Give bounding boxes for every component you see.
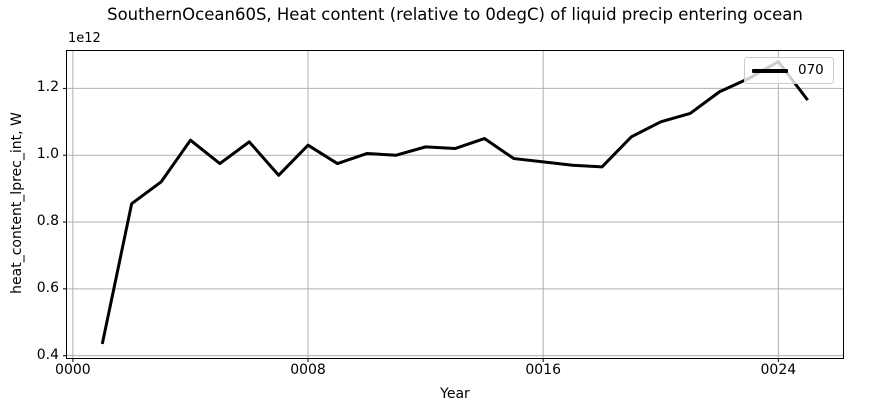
- x-tick-label: 0024: [760, 362, 797, 378]
- y-axis-offset-label: 1e12: [68, 31, 101, 46]
- y-tick-label: 0.4: [36, 346, 59, 363]
- x-tick-label: 0000: [55, 362, 91, 378]
- legend-label: 070: [798, 61, 824, 78]
- line-chart-svg: [63, 51, 843, 362]
- x-tick-label: 0008: [290, 362, 326, 378]
- legend-line-sample: [752, 68, 788, 73]
- y-tick-label: 1.2: [36, 79, 59, 96]
- x-axis-label: Year: [440, 386, 470, 402]
- legend: 070: [744, 57, 834, 84]
- chart-title: SouthernOcean60S, Heat content (relative…: [107, 5, 803, 24]
- plot-area: 070: [63, 50, 844, 362]
- y-tick-label: 0.6: [36, 279, 59, 296]
- series-line-070: [100, 60, 809, 345]
- y-tick-label: 0.8: [36, 213, 59, 230]
- y-tick-label: 1.0: [36, 146, 59, 163]
- x-tick-label: 0016: [525, 362, 561, 378]
- y-axis-label: heat_content_lprec_int, W: [9, 112, 25, 294]
